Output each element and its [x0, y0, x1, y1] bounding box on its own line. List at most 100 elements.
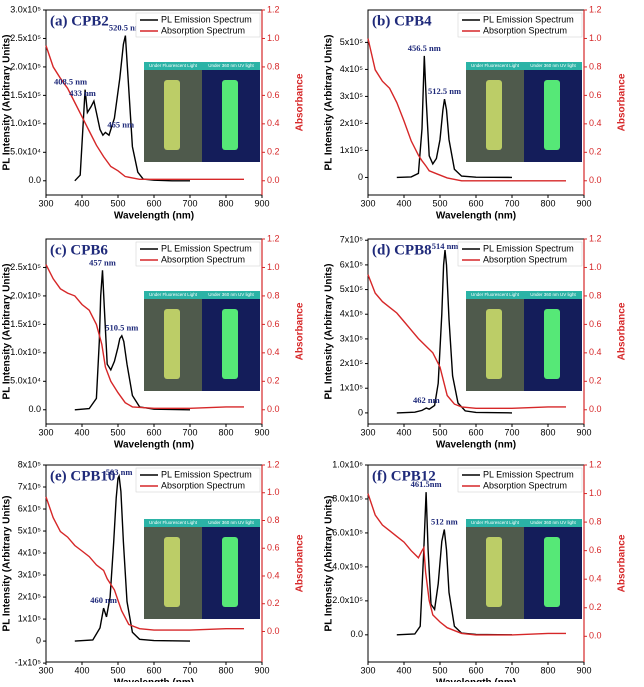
inset-header: [144, 291, 260, 299]
x-tick-label: 800: [218, 665, 233, 675]
peak-annotation: 503 nm: [106, 467, 133, 477]
spectrum-line: [367, 493, 566, 636]
y2-tick-label: 0.6: [589, 90, 602, 100]
y-tick-label: 0.0: [28, 404, 41, 414]
inset-label: Under Fluorescent Light: [149, 63, 198, 68]
panel: 300 400 500 600 700 800 900 0.0 5.0x10⁴ 1.0x10⁵ 1.…: [2, 233, 306, 450]
inset-header: [144, 62, 260, 70]
spectrum-line: [74, 473, 191, 642]
y2-tick-label: 0.0: [267, 175, 280, 185]
peak-annotation: 512.5 nm: [428, 86, 461, 96]
inset-label: Under 360 nm UV light: [208, 63, 254, 68]
y2-tick-label: 0.0: [267, 404, 280, 414]
spectrum-line: [396, 492, 513, 636]
x-tick-label: 500: [432, 198, 447, 208]
y2-tick-label: 1.0: [267, 487, 280, 497]
y-tick-label: 2x10⁵: [340, 358, 364, 368]
y-tick-label: 2.0x10⁵: [10, 290, 41, 300]
x-axis-label: Wavelength (nm): [114, 211, 194, 222]
x-axis-label: Wavelength (nm): [114, 440, 194, 451]
y2-tick-label: 0.2: [589, 602, 602, 612]
y-axis-label: PL Intensity (Arbitrary Units): [324, 496, 335, 632]
inset-label: Under Fluorescent Light: [149, 292, 198, 297]
y2-tick-label: 0.2: [267, 147, 280, 157]
x-axis-label: Wavelength (nm): [436, 678, 516, 682]
y2-tick-label: 0.2: [267, 598, 280, 608]
peak-annotation: 461.5nm: [411, 479, 442, 489]
y-axis-label: PL Intensity (Arbitrary Units): [2, 35, 13, 171]
legend-box: [457, 12, 583, 38]
inset-header: [466, 291, 582, 299]
y-tick-label: 0.0: [28, 175, 41, 185]
peak-annotation: 457 nm: [89, 257, 116, 267]
x-tick-label: 500: [432, 427, 447, 437]
spectrum-line: [367, 38, 566, 182]
y-tick-label: 3x10⁵: [18, 569, 42, 579]
x-tick-label: 500: [110, 427, 125, 437]
y-tick-label: 7x10⁵: [18, 481, 42, 491]
inset-label: Under 360 nm UV light: [208, 292, 254, 297]
y-tick-label: 1.0x10⁶: [332, 459, 363, 469]
y-axis-label: PL Intensity (Arbitrary Units): [324, 35, 335, 171]
y2-tick-label: 0.6: [589, 319, 602, 329]
y-tick-label: 1x10⁵: [340, 383, 364, 393]
x-tick-label: 600: [468, 427, 483, 437]
y-tick-label: 0: [358, 407, 363, 417]
inset-label: Under 360 nm UV light: [530, 520, 576, 525]
x-tick-label: 900: [254, 198, 269, 208]
y-tick-label: 4.0x10⁵: [332, 561, 363, 571]
x-tick-label: 700: [504, 427, 519, 437]
y-tick-label: 5x10⁵: [340, 284, 364, 294]
vial-uv: [222, 80, 238, 150]
y2-tick-label: 1.2: [589, 4, 602, 14]
x-tick-label: 800: [540, 665, 555, 675]
panel: 300 400 500 600 700 800 900 0 1x10⁵ 2x10⁵ 3x10⁵ 4x1…: [324, 233, 628, 450]
x-tick-label: 300: [360, 665, 375, 675]
x-tick-label: 600: [146, 198, 161, 208]
x-tick-label: 700: [504, 665, 519, 675]
y-tick-label: 7x10⁵: [340, 235, 364, 245]
vial-uv: [544, 537, 560, 607]
panel: 300 400 500 600 700 800 900 0.0 5.0x10⁴ 1.0x10⁵ 1.…: [2, 4, 306, 221]
x-tick-label: 500: [110, 665, 125, 675]
x-tick-label: 700: [182, 427, 197, 437]
x-tick-label: 800: [540, 198, 555, 208]
y2-tick-label: 1.2: [589, 233, 602, 243]
y-tick-label: 4x10⁵: [18, 547, 42, 557]
inset-label: Under Fluorescent Light: [471, 63, 520, 68]
x-tick-label: 600: [146, 665, 161, 675]
vial-fluorescent: [486, 537, 502, 607]
x-tick-label: 300: [38, 427, 53, 437]
chart-title: (e) CPB10: [50, 468, 115, 484]
inset-header: [144, 519, 260, 527]
x-tick-label: 800: [218, 427, 233, 437]
x-tick-label: 500: [110, 198, 125, 208]
y-tick-label: 2x10⁵: [340, 118, 364, 128]
y-tick-label: 3x10⁵: [340, 333, 364, 343]
y2-tick-label: 1.2: [267, 233, 280, 243]
y-tick-label: 2.5x10⁵: [10, 262, 41, 272]
y2-tick-label: 0.4: [589, 118, 602, 128]
x-tick-label: 600: [468, 198, 483, 208]
chart-title: (c) CPB6: [50, 242, 108, 258]
legend-box: [135, 12, 261, 38]
peak-annotation: 462 nm: [413, 395, 440, 405]
spectrum-line: [396, 250, 513, 414]
y-tick-label: 0: [36, 635, 41, 645]
legend-label: PL Emission Spectrum: [483, 243, 574, 253]
y-tick-label: 1.5x10⁵: [10, 90, 41, 100]
x-tick-label: 600: [468, 665, 483, 675]
vial-fluorescent: [164, 80, 180, 150]
y2-tick-label: 0.2: [589, 376, 602, 386]
y-tick-label: 5x10⁵: [18, 525, 42, 535]
x-tick-label: 300: [360, 427, 375, 437]
y2-tick-label: 1.0: [267, 262, 280, 272]
y2-tick-label: 0.0: [589, 175, 602, 185]
y2-tick-label: 0.4: [267, 118, 280, 128]
y-tick-label: 1.0x10⁵: [10, 347, 41, 357]
spectrum-line: [74, 35, 190, 182]
peak-annotation: 514 nm: [432, 241, 459, 251]
y2-tick-label: 1.0: [589, 262, 602, 272]
legend-label: Absorption Spectrum: [161, 480, 245, 490]
